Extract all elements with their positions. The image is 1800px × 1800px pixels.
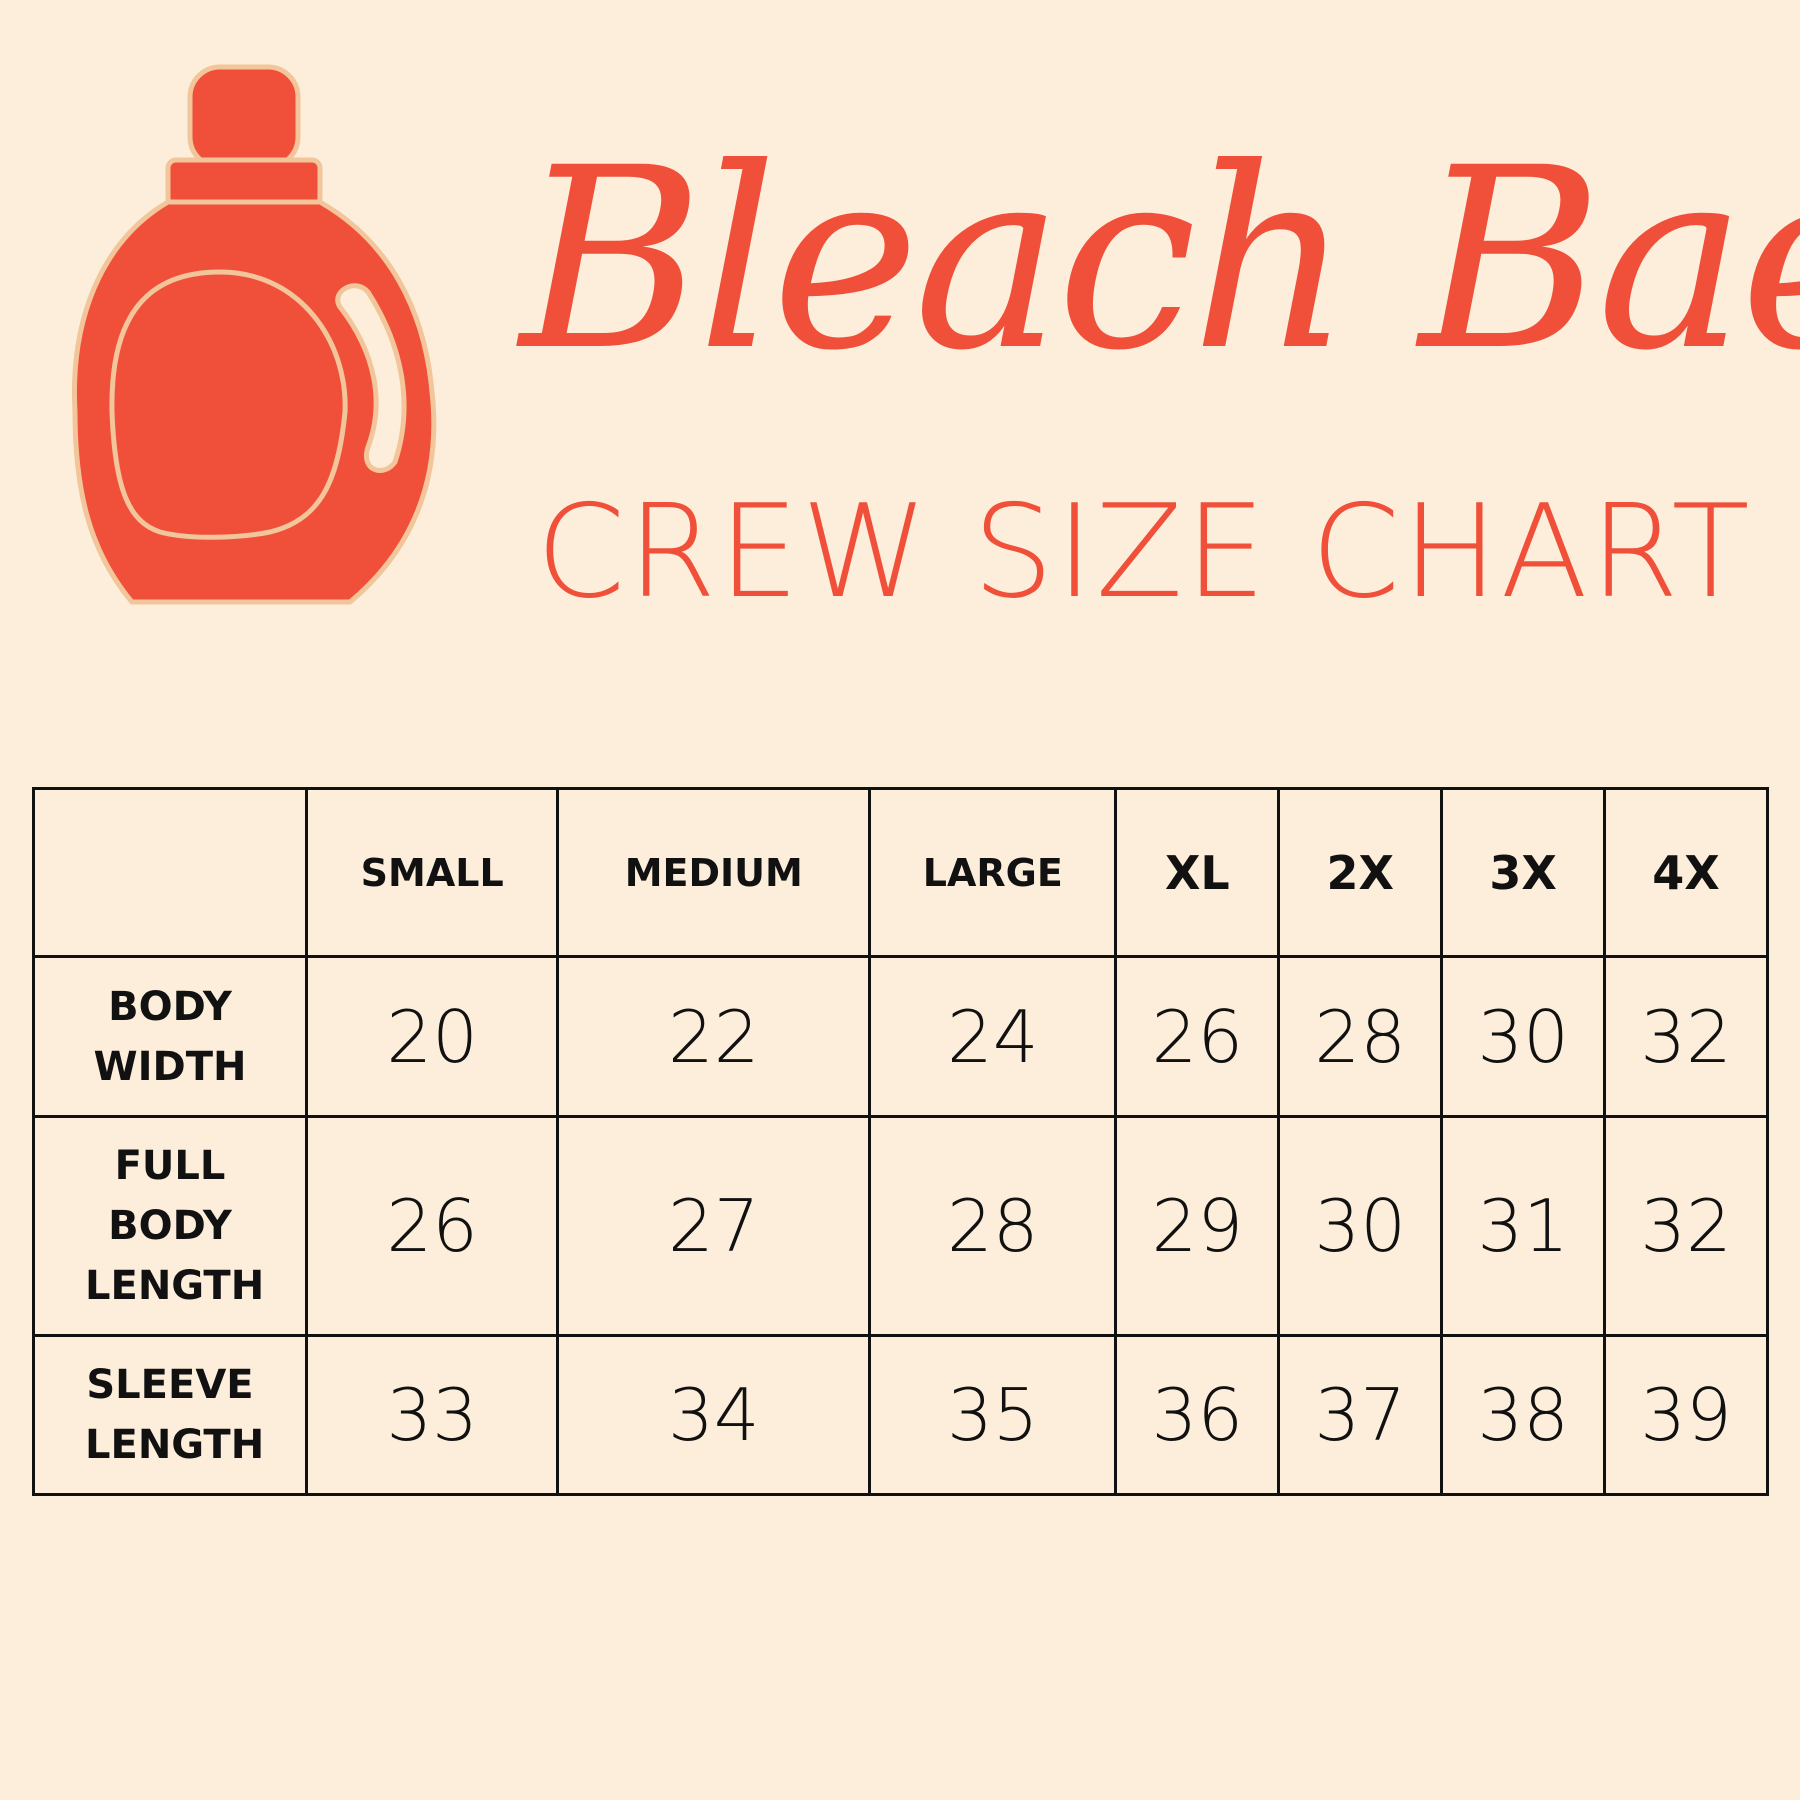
value-cell: 32 xyxy=(1603,955,1769,1118)
table-row: SLEEVE LENGTH 33 34 35 36 37 38 39 xyxy=(32,1334,1769,1496)
value-cell: 24 xyxy=(868,955,1118,1118)
value-cell: 27 xyxy=(556,1115,872,1337)
value-cell: 32 xyxy=(1603,1115,1769,1337)
value-cell: 37 xyxy=(1277,1334,1444,1496)
row-label-text: SLEEVE LENGTH xyxy=(85,1362,265,1468)
value-cell: 31 xyxy=(1440,1115,1607,1337)
table-row: BODY WIDTH 20 22 24 26 28 30 32 xyxy=(32,955,1769,1118)
value-cell: 33 xyxy=(304,1334,560,1496)
corner-cell xyxy=(32,787,308,958)
row-label-text: FULL BODY LENGTH xyxy=(85,1143,265,1309)
header-row: SMALL MEDIUM LARGE XL 2X 3X 4X xyxy=(32,787,1769,958)
value-cell: 22 xyxy=(556,955,872,1118)
bleach-bottle-icon xyxy=(71,64,437,605)
value-cell: 30 xyxy=(1440,955,1607,1118)
brand-title: Bleach Bae xyxy=(520,114,1800,405)
value-cell: 36 xyxy=(1114,1334,1281,1496)
value-cell: 28 xyxy=(868,1115,1118,1337)
column-header: MEDIUM xyxy=(556,787,872,958)
chart-subtitle: CREW SIZE CHART xyxy=(536,478,1752,627)
value-cell: 26 xyxy=(1114,955,1281,1118)
column-header: LARGE xyxy=(868,787,1118,958)
value-cell: 35 xyxy=(868,1334,1118,1496)
value-cell: 38 xyxy=(1440,1334,1607,1496)
size-table: SMALL MEDIUM LARGE XL 2X 3X 4X BODY WIDT… xyxy=(32,787,1769,1496)
value-cell: 29 xyxy=(1114,1115,1281,1337)
value-cell: 28 xyxy=(1277,955,1444,1118)
value-cell: 30 xyxy=(1277,1115,1444,1337)
column-header: 4X xyxy=(1603,787,1769,958)
column-header: SMALL xyxy=(304,787,560,958)
row-label-text: BODY WIDTH xyxy=(93,983,247,1090)
row-label: BODY WIDTH xyxy=(32,955,308,1118)
value-cell: 20 xyxy=(304,955,560,1118)
column-header: 2X xyxy=(1277,787,1444,958)
column-header: XL xyxy=(1114,787,1281,958)
row-label: SLEEVE LENGTH xyxy=(32,1334,308,1496)
value-cell: 34 xyxy=(556,1334,872,1496)
value-cell: 39 xyxy=(1603,1334,1769,1496)
row-label: FULL BODY LENGTH xyxy=(32,1115,308,1337)
column-header: 3X xyxy=(1440,787,1607,958)
table-row: FULL BODY LENGTH 26 27 28 29 30 31 32 xyxy=(32,1115,1769,1337)
value-cell: 26 xyxy=(304,1115,560,1337)
